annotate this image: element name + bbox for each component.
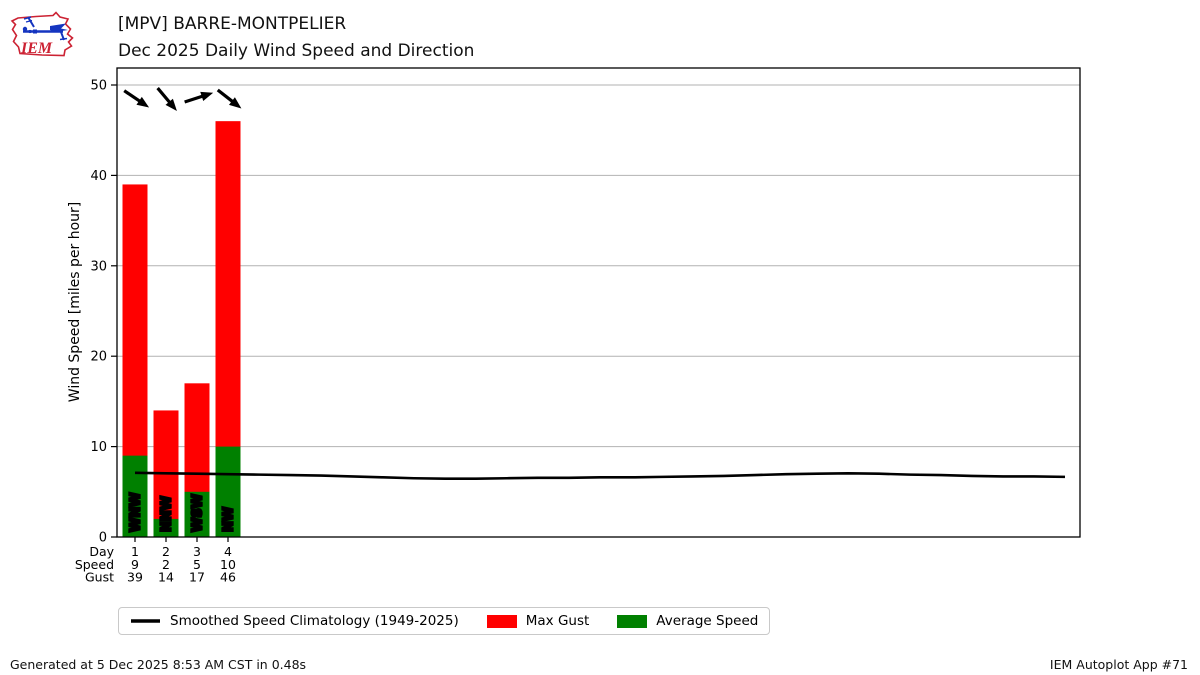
x-table-value: 5 [193,557,201,572]
weather-vane-icon [22,16,68,41]
avg-speed-bar [153,518,179,537]
legend-label-max-gust: Max Gust [525,613,590,629]
avg-speed-bar [215,446,241,537]
x-table-value: 3 [193,544,201,559]
plot-border [116,67,1081,538]
legend-item-max-gust: Max Gust [486,613,590,629]
climatology-line-swatch [131,619,160,623]
x-table-value: 2 [162,544,170,559]
iem-logo-graphic: IEM [10,11,74,57]
x-table-value: 4 [224,544,232,559]
wind-direction-label: NNW [160,496,175,532]
chart-subtitle: Dec 2025 Daily Wind Speed and Direction [118,40,475,61]
y-tick-label: 20 [90,350,107,365]
x-table-value: 14 [158,570,174,585]
average-speed-swatch [617,614,648,628]
y-tick-label: 10 [90,440,107,455]
avg-speed-bar [184,491,210,537]
legend-item-climatology: Smoothed Speed Climatology (1949-2025) [130,613,459,629]
y-tick-label: 0 [99,531,107,546]
station-title: [MPV] BARRE-MONTPELIER [118,14,347,34]
x-table-value: 39 [127,570,143,585]
wind-direction-arrow [123,89,150,108]
app-credit: IEM Autoplot App #71 [1049,657,1188,672]
wind-direction-arrow [184,91,214,104]
max-gust-swatch [486,614,517,628]
chart-legend: Smoothed Speed Climatology (1949-2025) M… [118,607,771,635]
title-block: [MPV] BARRE-MONTPELIER Dec 2025 Daily Wi… [118,11,474,64]
y-tick-label: 30 [90,259,107,274]
iowa-outline-icon [10,11,74,57]
wind-direction-label: WSW [191,494,206,532]
avg-speed-bar [122,455,148,537]
legend-item-average-speed: Average Speed [617,613,758,629]
wind-direction-label: NW [222,507,237,532]
legend-label-average-speed: Average Speed [656,613,759,629]
wind-direction-arrow [216,88,242,109]
x-table-value: 1 [131,544,139,559]
x-table-value: 9 [131,557,139,572]
y-axis-label: Wind Speed [miles per hour] [67,202,83,402]
y-tick-label: 40 [90,169,107,184]
wind-direction-label: WNW [129,492,144,532]
legend-label-climatology: Smoothed Speed Climatology (1949-2025) [170,613,459,629]
x-table-row-label: Speed [75,557,114,572]
generated-timestamp: Generated at 5 Dec 2025 8:53 AM CST in 0… [10,657,307,672]
iem-logo: IEM [8,8,80,64]
wind-speed-direction-chart: WNW NNW WSW NW 0 10 20 30 40 50 Day 1 2 3 4 Speed 9 2 5 10 G… [67,67,1081,585]
climatology-line [134,471,1066,480]
plot-background [117,68,1080,537]
x-table-value: 17 [189,570,205,585]
x-table-value: 46 [220,570,236,585]
y-tick-label: 50 [90,79,107,94]
x-table-value: 2 [162,557,170,572]
iem-logo-text: IEM [20,40,53,57]
x-table-value: 10 [220,557,236,572]
wind-direction-arrow [156,87,177,112]
x-table-row-label: Gust [85,570,114,585]
x-table-row-label: Day [89,544,114,559]
